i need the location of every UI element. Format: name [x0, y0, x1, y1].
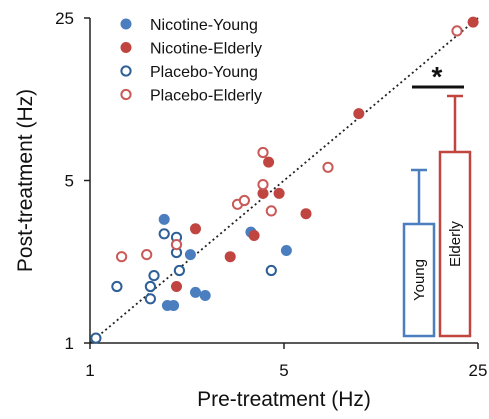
- point-nicotine-young: [158, 213, 170, 225]
- point-placebo-elderly: [451, 25, 463, 37]
- point-nicotine-young: [280, 245, 292, 256]
- point-nicotine-young: [184, 249, 196, 261]
- point-placebo-young: [173, 264, 185, 277]
- point-nicotine-young: [190, 286, 201, 298]
- point-nicotine-elderly: [257, 187, 269, 199]
- significance-marker: *: [432, 61, 443, 92]
- legend: Nicotine-Young Nicotine-Elderly Placebo-Yo…: [120, 17, 262, 105]
- point-nicotine-elderly: [171, 281, 182, 292]
- point-placebo-young: [265, 264, 277, 277]
- point-nicotine-elderly: [300, 208, 312, 220]
- point-nicotine-elderly: [263, 156, 275, 168]
- point-nicotine-elderly: [273, 187, 285, 199]
- legend-marker-nicotine-young: [120, 18, 132, 30]
- legend-label-placebo-young: Placebo-Young: [150, 64, 258, 81]
- y-tick-label: 5: [65, 172, 74, 191]
- point-nicotine-elderly: [224, 251, 236, 263]
- legend-marker-nicotine-elderly: [120, 42, 132, 53]
- legend-label-nicotine-elderly: Nicotine-Elderly: [150, 41, 262, 58]
- point-nicotine-young: [199, 290, 211, 301]
- identity-line: [89, 17, 479, 344]
- inset-bar-label: Young: [411, 259, 428, 301]
- point-placebo-young: [148, 270, 160, 282]
- inset-bar-elderly: [438, 150, 472, 338]
- point-placebo-elderly: [257, 146, 269, 159]
- x-tick-label: 25: [469, 361, 488, 380]
- point-nicotine-elderly: [248, 230, 260, 241]
- point-placebo-elderly: [322, 161, 334, 173]
- legend-label-placebo-elderly: Placebo-Elderly: [150, 88, 262, 105]
- point-placebo-elderly: [238, 194, 250, 207]
- legend-marker-placebo-young: [120, 65, 132, 77]
- data-points: [90, 16, 479, 344]
- point-placebo-elderly: [257, 179, 269, 191]
- x-tick-label: 5: [279, 361, 288, 380]
- point-placebo-young: [158, 228, 170, 240]
- inset-bar-label: Elderly: [447, 221, 464, 267]
- point-placebo-elderly: [170, 239, 183, 251]
- x-tick-label: 1: [85, 361, 94, 380]
- point-nicotine-elderly: [467, 16, 479, 28]
- point-nicotine-young: [168, 300, 180, 311]
- point-nicotine-elderly: [190, 223, 201, 235]
- point-placebo-elderly: [116, 251, 128, 263]
- axes: 1 5 25 1 5 25: [55, 9, 487, 380]
- legend-marker-placebo-elderly: [120, 88, 132, 101]
- point-placebo-young: [111, 280, 123, 293]
- y-tick-label: 25: [55, 9, 74, 28]
- point-nicotine-elderly: [353, 108, 365, 120]
- point-placebo-elderly: [265, 205, 277, 217]
- y-tick-label: 1: [65, 334, 74, 353]
- y-axis-title: Post-treatment (Hz): [14, 89, 37, 272]
- point-placebo-elderly: [141, 249, 153, 261]
- x-axis-title: Pre-treatment (Hz): [197, 388, 371, 411]
- inset-bar-young: [402, 222, 436, 338]
- point-placebo-young: [90, 332, 102, 344]
- inset-bar-chart: Young Elderly *: [402, 61, 472, 338]
- point-placebo-young: [144, 293, 156, 305]
- legend-label-nicotine-young: Nicotine-Young: [150, 17, 258, 34]
- point-placebo-young: [144, 280, 156, 293]
